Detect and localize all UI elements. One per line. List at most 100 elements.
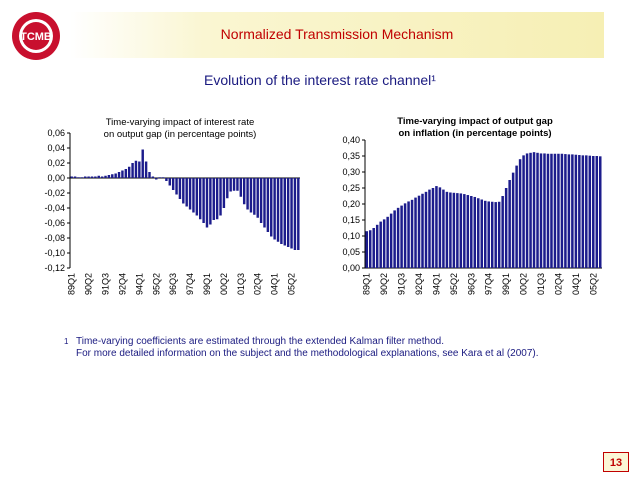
bar <box>588 155 592 268</box>
y-tick-label: 0,40 <box>342 135 360 145</box>
bar <box>215 178 219 220</box>
bar <box>104 175 107 178</box>
bar <box>470 196 473 268</box>
bar <box>438 187 442 268</box>
y-tick-label: 0,30 <box>342 167 360 177</box>
bar <box>428 189 431 268</box>
logo-text: TCMB <box>20 31 52 43</box>
bar <box>595 156 599 268</box>
y-tick-label: -0,12 <box>44 263 65 273</box>
y-tick-label: 0,15 <box>342 215 360 225</box>
bar <box>107 175 111 178</box>
x-tick-label: 90Q2 <box>379 273 389 295</box>
bar <box>293 178 297 250</box>
bar <box>477 198 480 268</box>
x-tick-label: 02Q4 <box>253 273 263 295</box>
bar <box>515 165 518 268</box>
bar <box>389 213 393 268</box>
bar <box>511 172 515 268</box>
bar <box>280 178 283 244</box>
bar <box>532 152 536 268</box>
bar <box>151 176 155 178</box>
y-tick-label: 0,05 <box>342 247 360 257</box>
x-tick-label: 96Q3 <box>466 273 476 295</box>
bar <box>553 153 557 268</box>
bar <box>155 178 158 180</box>
bar <box>539 153 543 268</box>
x-tick-label: 05Q2 <box>588 273 598 295</box>
bar <box>424 191 428 268</box>
bar <box>560 153 564 268</box>
bar <box>111 174 114 178</box>
bar <box>161 177 165 178</box>
x-tick-label: 04Q1 <box>571 273 581 295</box>
y-tick-label: -0,02 <box>44 188 65 198</box>
y-tick-label: -0,06 <box>44 218 65 228</box>
y-tick-label: 0,35 <box>342 151 360 161</box>
bar <box>497 201 501 268</box>
bar <box>263 178 266 228</box>
bar <box>124 169 128 178</box>
x-tick-label: 01Q3 <box>236 273 246 295</box>
y-tick-label: 0,10 <box>342 231 360 241</box>
bar <box>490 201 494 268</box>
bar <box>536 152 539 268</box>
x-tick-label: 00Q2 <box>519 273 529 295</box>
bar <box>283 178 286 246</box>
bar <box>256 178 259 218</box>
y-tick-label: 0,00 <box>342 263 360 273</box>
bar <box>501 196 504 268</box>
bar <box>449 192 452 268</box>
bar <box>171 178 175 190</box>
bar <box>421 193 424 268</box>
slide-subtitle: Evolution of the interest rate channel¹ <box>204 72 436 88</box>
bar <box>175 178 178 195</box>
bar <box>73 176 77 178</box>
bar <box>599 156 602 268</box>
bar <box>232 178 236 191</box>
x-tick-label: 94Q1 <box>134 273 144 295</box>
x-tick-label: 89Q1 <box>67 273 77 295</box>
x-tick-label: 91Q3 <box>101 273 111 295</box>
bar <box>239 178 243 197</box>
bar <box>567 154 571 268</box>
bar <box>435 186 438 268</box>
bar <box>131 163 134 178</box>
x-tick-label: 04Q1 <box>270 273 280 295</box>
bar <box>222 178 226 208</box>
bar <box>185 178 188 207</box>
bar <box>127 166 131 178</box>
x-tick-label: 95Q2 <box>449 273 459 295</box>
bar <box>202 178 205 223</box>
bar <box>273 178 276 240</box>
bar <box>246 178 249 210</box>
y-tick-label: -0,08 <box>44 233 65 243</box>
bar <box>473 196 477 268</box>
footnote: 1 Time-varying coefficients are estimate… <box>64 336 539 360</box>
x-tick-label: 00Q2 <box>219 273 229 295</box>
bar <box>90 176 94 178</box>
x-tick-label: 99Q1 <box>501 273 511 295</box>
bar <box>165 178 168 181</box>
bar <box>578 155 581 268</box>
bar <box>290 178 293 249</box>
x-tick-label: 97Q4 <box>185 273 195 295</box>
bar <box>431 188 435 268</box>
bar <box>229 178 232 192</box>
bar <box>400 205 403 268</box>
bar <box>452 192 456 268</box>
bar <box>286 178 290 247</box>
bar <box>494 202 497 268</box>
bar <box>504 188 508 268</box>
y-tick-label: -0,10 <box>44 248 65 258</box>
bar <box>487 201 490 268</box>
bar <box>365 231 368 268</box>
y-tick-label: 0,00 <box>47 173 65 183</box>
bar <box>259 178 263 223</box>
y-tick-label: 0,25 <box>342 183 360 193</box>
bar <box>581 155 585 268</box>
chart-title-line-1: Time-varying impact of output gap <box>397 116 553 127</box>
bar <box>297 178 300 250</box>
bar <box>592 156 595 268</box>
